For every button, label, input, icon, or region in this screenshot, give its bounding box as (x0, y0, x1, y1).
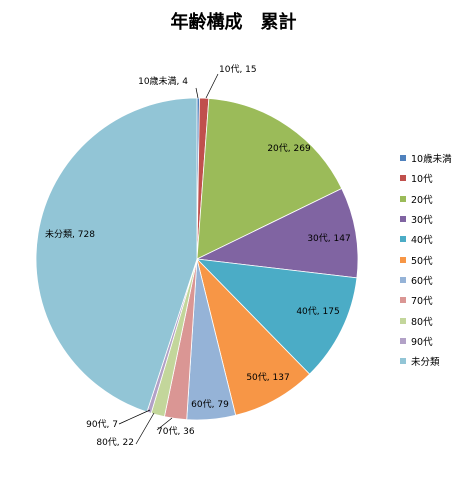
leader-line (195, 87, 199, 99)
legend-swatch (400, 317, 406, 324)
legend-swatch (400, 195, 406, 202)
legend-item: 90代 (400, 331, 452, 351)
legend-label: 70代 (411, 296, 433, 308)
legend-swatch (400, 337, 406, 344)
leader-line (205, 73, 219, 99)
legend-label: 60代 (411, 275, 433, 287)
legend-item: 80代 (400, 310, 452, 330)
data-label: 20代, 269 (267, 143, 311, 154)
pie-slice (196, 257, 311, 416)
legend-swatch (400, 256, 406, 263)
legend-swatch (400, 175, 406, 182)
legend-swatch (400, 276, 406, 283)
legend-swatch (400, 297, 406, 304)
data-label: 30代, 147 (307, 233, 350, 244)
data-label: 10代, 15 (219, 64, 257, 75)
legend-label: 10代 (411, 174, 433, 186)
pie-slice (195, 187, 359, 279)
leader-line (135, 412, 155, 445)
leader-line (156, 417, 173, 431)
data-label: 未分類, 728 (45, 228, 95, 240)
data-label: 10歳未満, 4 (138, 75, 188, 87)
data-label: 40代, 175 (296, 306, 339, 317)
legend-label: 80代 (411, 316, 433, 328)
data-label: 90代, 7 (86, 419, 118, 430)
data-label: 60代, 79 (191, 399, 229, 410)
legend-swatch (400, 236, 406, 243)
legend-item: 10歳未満 (400, 148, 452, 168)
legend-swatch (400, 358, 406, 365)
legend-label: 20代 (411, 194, 433, 206)
legend-label: 90代 (411, 336, 433, 348)
legend-item: 50代 (400, 249, 452, 269)
leader-line (118, 409, 151, 425)
legend-item: 30代 (400, 209, 452, 229)
pie-slice (195, 258, 358, 375)
legend-item: 70代 (400, 290, 452, 310)
pie-slice (196, 98, 343, 260)
legend-item: 60代 (400, 270, 452, 290)
legend-swatch (400, 216, 406, 223)
legend-item: 20代 (400, 189, 452, 209)
data-label: 70代, 36 (157, 426, 195, 437)
legend-label: 30代 (411, 215, 433, 227)
pie-slice (35, 97, 198, 413)
legend-label: 50代 (411, 255, 433, 267)
legend-label: 未分類 (411, 357, 440, 369)
legend-swatch (400, 155, 406, 162)
chart-title: 年齢構成 累計 (170, 12, 297, 33)
legend-item: 40代 (400, 229, 452, 249)
legend: 10歳未満 10代 20代 30代 40代 50代 60代 70代 80代 90代未分類 (400, 148, 452, 371)
data-label: 50代, 137 (246, 372, 289, 383)
legend-item: 10代 (400, 168, 452, 188)
legend-item: 未分類 (400, 351, 452, 371)
data-label: 80代, 22 (96, 437, 134, 448)
legend-label: 40代 (411, 235, 433, 247)
legend-label: 10歳未満 (411, 154, 452, 166)
